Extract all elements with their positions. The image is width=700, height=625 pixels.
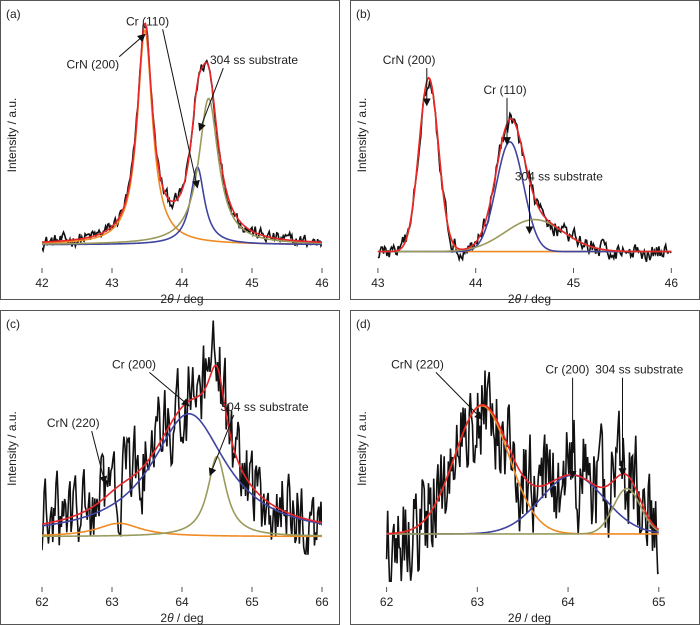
sum-fit-line — [42, 364, 322, 525]
fit-component-line — [386, 487, 660, 535]
measured-pattern-line — [385, 370, 660, 582]
x-axis-label: 2θ / deg — [160, 611, 203, 625]
annotation-arrow — [91, 431, 108, 485]
x-tick-label: 65 — [245, 595, 259, 609]
peak-annotation-label: Cr (200) — [545, 363, 589, 377]
peak-annotation-label: Cr (110) — [484, 83, 527, 97]
x-tick-label: 44 — [469, 276, 483, 290]
sum-fit-line — [42, 22, 322, 243]
x-tick-label: 66 — [315, 595, 329, 609]
peak-annotation-label: 304 ss substrate — [221, 400, 309, 414]
x-axis-label: 2θ / deg — [160, 292, 203, 306]
peak-annotation-label: CrN (200) — [67, 58, 120, 72]
panel-c: (c) Intensity / a.u. 62 63 64 65 66 2θ / deg Cr … — [0, 310, 340, 625]
fit-component-line — [377, 218, 672, 253]
annotation-arrow — [435, 372, 483, 420]
y-axis-label: Intensity / a.u. — [355, 411, 369, 486]
peak-annotation-label: 304 ss substrate — [210, 53, 298, 67]
peak-annotation-label: 304 ss substrate — [595, 363, 683, 377]
peak-annotation-label: CrN (200) — [383, 53, 436, 67]
sum-fit-line — [386, 403, 660, 535]
x-tick-label: 63 — [105, 595, 119, 609]
x-tick-label: 64 — [175, 595, 189, 609]
fit-component-line — [42, 413, 322, 527]
panel-label: (d) — [356, 317, 371, 331]
peak-annotation-label: CrN (220) — [391, 357, 444, 371]
x-tick-label: 62 — [380, 595, 394, 609]
annotation-arrow — [162, 29, 200, 189]
sum-fit-line — [377, 76, 672, 253]
panel-frame — [0, 0, 340, 300]
peak-annotation-label: CrN (220) — [47, 416, 100, 430]
annotation-arrow — [118, 33, 146, 58]
x-tick-label: 43 — [371, 276, 385, 290]
x-axis-label: 2θ / deg — [508, 292, 551, 306]
panel-label: (c) — [6, 317, 20, 331]
x-tick-label: 45 — [245, 276, 259, 290]
x-tick-label: 46 — [665, 276, 679, 290]
annotation-arrow — [149, 372, 190, 407]
fit-component-line — [42, 522, 322, 538]
panel-frame — [0, 310, 340, 625]
x-tick-label: 42 — [35, 276, 49, 290]
x-tick-label: 43 — [105, 276, 119, 290]
fit-component-line — [377, 76, 672, 253]
y-axis-label: Intensity / a.u. — [5, 98, 19, 173]
x-tick-label: 63 — [471, 595, 485, 609]
fit-component-line — [42, 166, 322, 246]
y-axis-label: Intensity / a.u. — [5, 411, 19, 486]
x-axis-label: 2θ / deg — [508, 611, 551, 625]
peak-annotation-label: Cr (200) — [112, 357, 156, 371]
measured-pattern-line — [42, 320, 322, 556]
x-tick-label: 64 — [561, 595, 575, 609]
panel-d: (d) Intensity / a.u. 62 63 64 65 2θ / deg CrN (… — [350, 310, 700, 625]
panel-b: (b) Intensity / a.u. 43 44 45 46 2θ / deg CrN (… — [350, 0, 700, 306]
x-tick-label: 62 — [35, 595, 49, 609]
y-axis-label: Intensity / a.u. — [355, 98, 369, 173]
peak-annotation-label: 304 ss substrate — [515, 170, 603, 184]
panel-a: (a) Intensity / a.u. 42 43 44 45 46 2θ / deg CrN… — [0, 0, 340, 306]
panel-label: (b) — [356, 7, 371, 21]
panel-label: (a) — [6, 7, 21, 21]
x-tick-label: 44 — [175, 276, 189, 290]
x-tick-label: 46 — [315, 276, 329, 290]
fit-component-line — [42, 97, 322, 245]
x-tick-label: 45 — [567, 276, 581, 290]
annotation-arrow — [198, 67, 224, 132]
fit-component-line — [42, 455, 322, 538]
peak-annotation-label: Cr (110) — [126, 14, 169, 28]
x-tick-label: 65 — [652, 595, 666, 609]
annotation-arrow — [208, 414, 235, 477]
